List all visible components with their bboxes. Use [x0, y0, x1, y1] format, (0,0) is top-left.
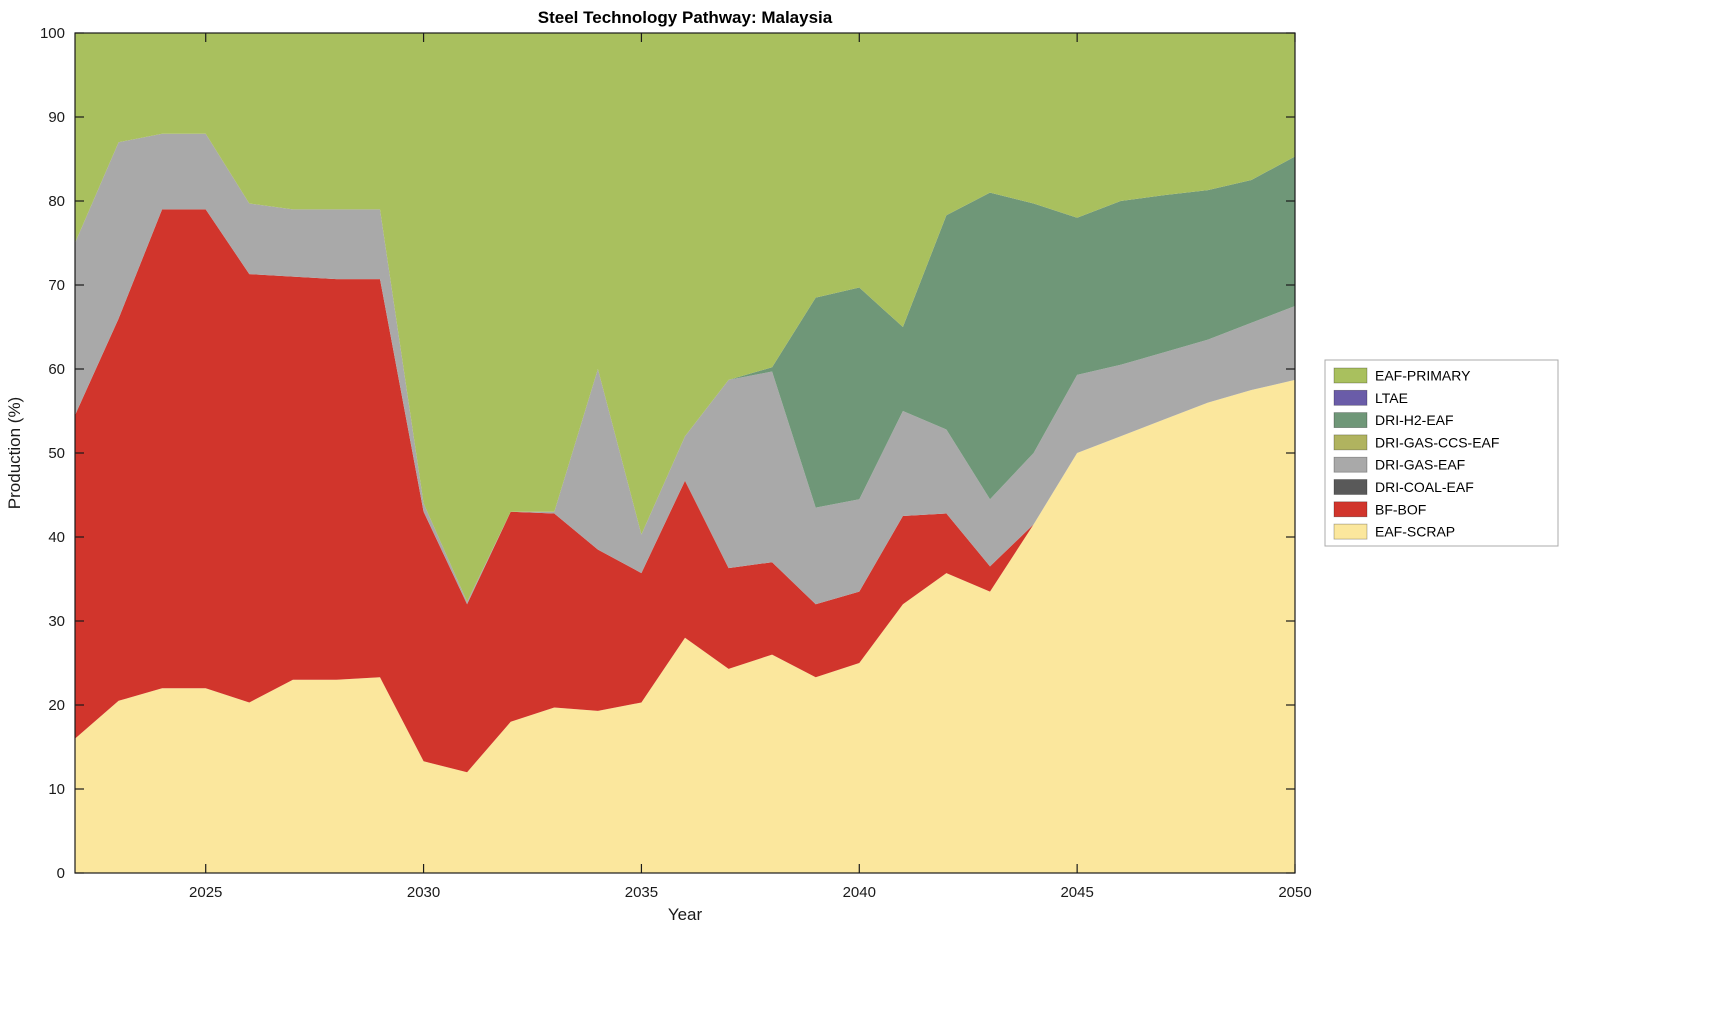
y-tick-label: 0 — [57, 865, 65, 882]
x-tick-label: 2025 — [189, 884, 222, 901]
area-bf-bof — [75, 209, 1295, 773]
legend-swatch-ltae — [1333, 389, 1368, 406]
y-tick-label: 20 — [48, 697, 65, 714]
y-tick-label: 50 — [48, 445, 65, 462]
y-tick-label: 80 — [48, 193, 65, 210]
legend-swatch-dri-coal-eaf — [1333, 479, 1368, 495]
legend-label-dri-h2-eaf: DRI-H2-EAF — [1375, 412, 1454, 428]
legend-swatch-dri-gas-ccs-eaf — [1333, 434, 1368, 451]
chart-areas — [75, 33, 1295, 873]
x-tick-label: 2045 — [1060, 884, 1093, 901]
area-eaf-scrap — [75, 379, 1295, 873]
legend-label-ltae: LTAE — [1375, 390, 1408, 406]
legend-swatch-bf-bof — [1333, 501, 1368, 518]
x-tick-label: 2035 — [625, 884, 658, 901]
chart-title: Steel Technology Pathway: Malaysia — [538, 8, 833, 27]
axes-box — [74, 32, 1296, 874]
y-tick-label: 60 — [48, 361, 65, 378]
x-tick-label: 2050 — [1278, 884, 1311, 901]
legend: EAF-PRIMARY LTAE DRI-H2-EAF DRI-GAS-CCS-EAF… — [1324, 359, 1559, 547]
area-dri-gas-eaf — [75, 133, 1295, 605]
y-tick-label: 40 — [48, 529, 65, 546]
area-dri-h2-eaf — [75, 133, 1295, 602]
y-tick-label: 70 — [48, 277, 65, 294]
y-tick-label: 30 — [48, 613, 65, 630]
legend-label-dri-gas-eaf: DRI-GAS-EAF — [1375, 457, 1465, 473]
legend-label-eaf-scrap: EAF-SCRAP — [1375, 524, 1455, 540]
legend-swatch-eaf-primary — [1333, 367, 1368, 384]
legend-box — [1324, 359, 1559, 547]
y-tick-label: 90 — [48, 109, 65, 126]
legend-label-bf-bof: BF-BOF — [1375, 501, 1426, 517]
legend-label-dri-gas-ccs-eaf: DRI-GAS-CCS-EAF — [1375, 434, 1499, 450]
legend-swatch-eaf-scrap — [1333, 523, 1368, 540]
x-axis-label: Year — [668, 905, 703, 924]
legend-swatch-dri-gas-eaf — [1333, 456, 1368, 473]
legend-label-dri-coal-eaf: DRI-COAL-EAF — [1375, 479, 1474, 495]
legend-swatch-dri-h2-eaf — [1333, 412, 1368, 428]
x-tick-label: 2030 — [407, 884, 440, 901]
x-tick-label: 2040 — [843, 884, 876, 901]
y-tick-label: 100 — [40, 25, 65, 42]
area-eaf-primary — [75, 33, 1295, 602]
y-axis-label: Production (%) — [5, 397, 24, 509]
y-tick-label: 10 — [48, 781, 65, 798]
legend-label-eaf-primary: EAF-PRIMARY — [1375, 368, 1471, 384]
chart-axes: 2025 2030 2035 2040 2045 20500102030405060708… — [40, 25, 1312, 901]
